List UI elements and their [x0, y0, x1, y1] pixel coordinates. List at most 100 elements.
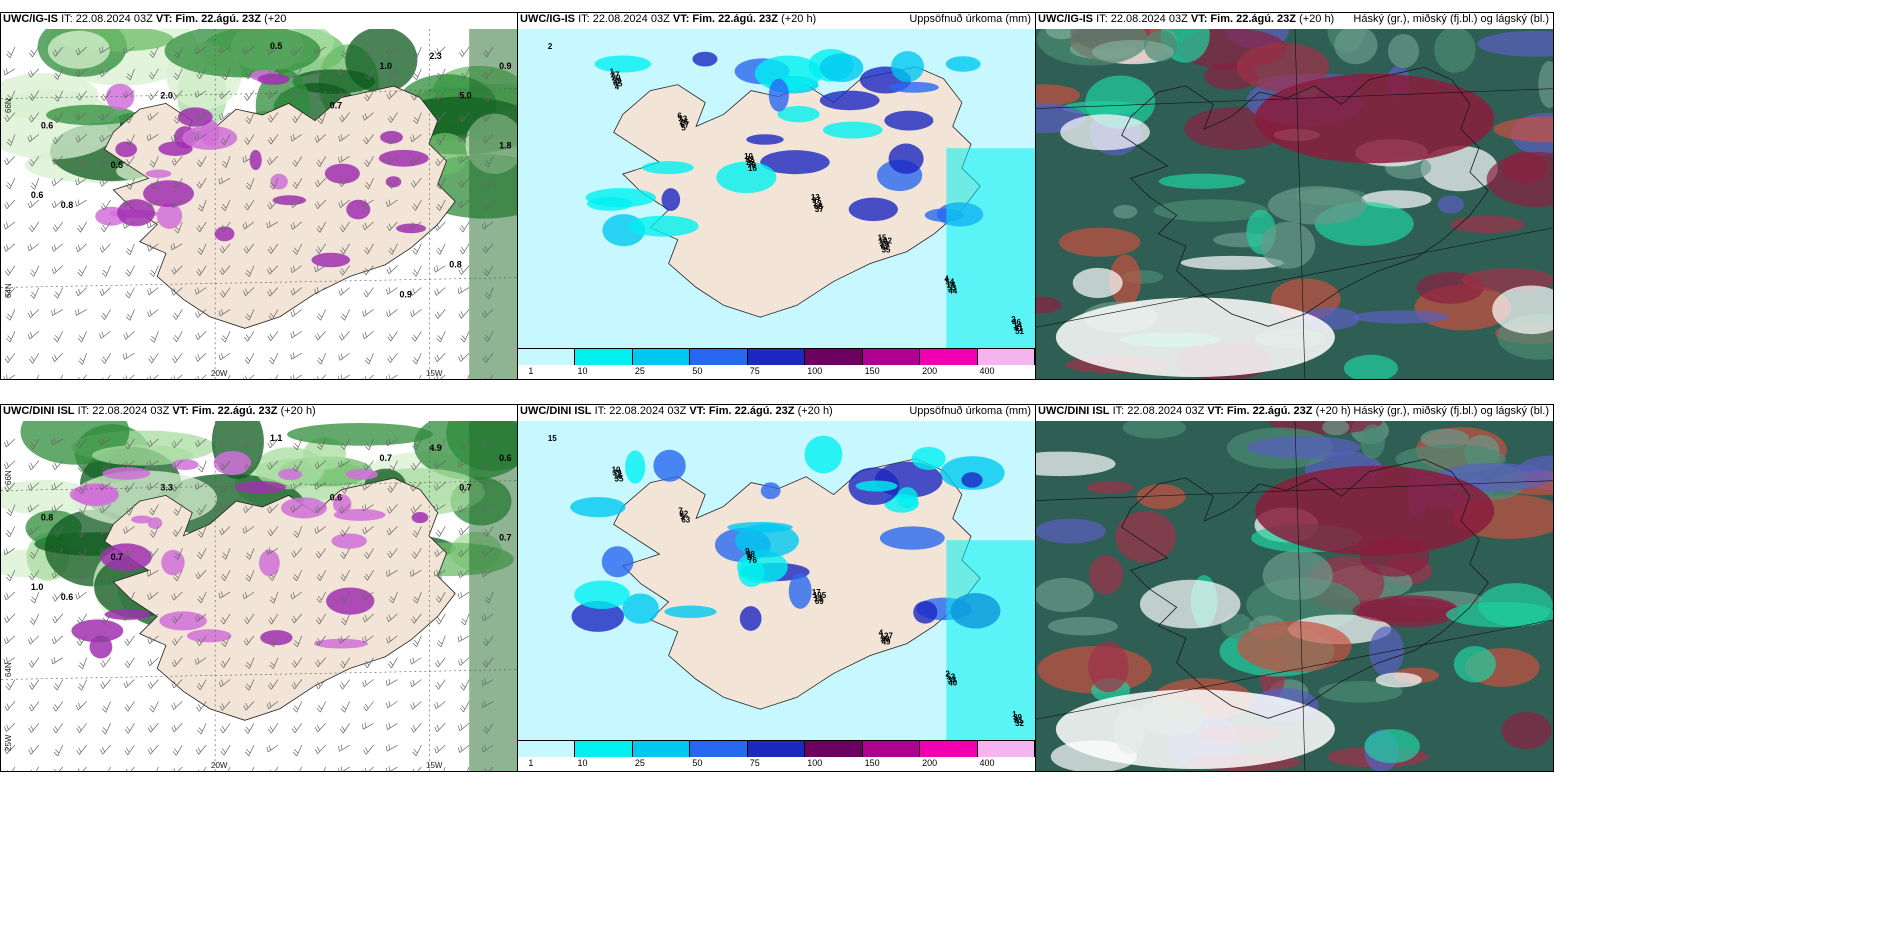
- precip-value-label: 1.1: [270, 433, 282, 443]
- rain-total-label: 13: [811, 193, 820, 202]
- legend-tick-label: 10: [577, 366, 588, 376]
- precip-value-label: 0.6: [499, 453, 511, 463]
- legend-tick-label: 1: [528, 758, 534, 768]
- rain-total-label: 32: [1015, 719, 1024, 728]
- rain-total-label: 4: [944, 274, 949, 283]
- precip-value-label: 0.6: [61, 592, 73, 602]
- legend-swatch: [747, 741, 806, 757]
- precip-value-label: 1.0: [31, 582, 43, 592]
- legend-tick-label: 25: [634, 366, 645, 376]
- legend-swatch: [518, 349, 576, 365]
- rain-total-label: 18: [946, 280, 955, 289]
- rain-total-label: 8: [747, 553, 752, 562]
- rain-total-label: 5: [680, 512, 685, 521]
- legend-tick-label: 150: [864, 758, 880, 768]
- rain-total-label: 27: [611, 71, 620, 80]
- rain-total-label: 67: [680, 120, 689, 129]
- rain-total-label: 102: [879, 237, 893, 246]
- rain-total-label: 44: [948, 286, 957, 295]
- legend-tick-label: 1: [528, 366, 534, 376]
- rain-total-label: 70: [747, 161, 756, 170]
- precip-wind-map: 0.8 0.6 3.3 1.1 0.6 0.7 4.9 0.7 0.6 0.7 1.0 0.7: [1, 421, 517, 771]
- legend-swatch: [920, 741, 978, 757]
- legend-swatch: [805, 741, 863, 757]
- precip-value-label: 5.0: [459, 91, 471, 101]
- legend-tick-label: 50: [692, 758, 703, 768]
- lon-label: 15W: [426, 761, 443, 770]
- panel-title: UWC/IG-IS IT: 22.08.2024 03Z VT: Fim. 22…: [520, 13, 817, 25]
- rain-total-label: 33: [678, 114, 687, 123]
- panel-clouds-dini: UWC/DINI ISL IT: 22.08.2024 03Z VT: Fim.…: [1035, 404, 1554, 772]
- rain-total-label: 35: [615, 475, 624, 484]
- rain-total-label: 98: [746, 550, 755, 559]
- rain-total-label: 82: [679, 509, 688, 518]
- lat-label: 66N: [4, 98, 13, 113]
- rain-total-label: 105: [813, 591, 827, 600]
- rain-total-label: 5: [681, 123, 686, 132]
- legend-tick-label: 400: [979, 758, 995, 768]
- precip-value-label: 1.8: [499, 140, 511, 150]
- legend-swatch: [632, 349, 691, 365]
- rain-total-label: 4: [879, 629, 884, 638]
- lon-label: 15W: [426, 369, 443, 378]
- rain-total-label: 92: [745, 155, 754, 164]
- rain-total-label: 20: [881, 635, 890, 644]
- precip-value-label: 1.0: [380, 61, 392, 71]
- precip-value-label: 0.8: [61, 200, 73, 210]
- cloud-cover-map: [1036, 421, 1553, 771]
- legend-swatch: [977, 349, 1035, 365]
- rain-total-label: 2: [945, 669, 950, 678]
- legend-tick-label: 25: [634, 758, 645, 768]
- rain-total-label: 26: [679, 117, 688, 126]
- legend-swatch: [862, 349, 921, 365]
- rain-total-label: 6: [677, 111, 682, 120]
- rain-total-label: 62: [881, 243, 890, 252]
- legend-swatch: [747, 349, 806, 365]
- precip-value-label: 0.7: [380, 453, 392, 463]
- rain-total-label: 39: [1013, 713, 1022, 722]
- rain-total-label: 63: [681, 515, 690, 524]
- rain-total-label: 20: [612, 74, 621, 83]
- panel-precip-wind-dini: UWC/DINI ISL IT: 22.08.2024 03Z VT: Fim.…: [0, 404, 518, 772]
- precip-value-label: 0.7: [499, 532, 511, 542]
- precip-value-label: 0.7: [111, 552, 123, 562]
- lon-label: 20W: [211, 369, 228, 378]
- rain-total-label: 1: [1012, 710, 1017, 719]
- rain-total-label: 45: [614, 80, 623, 89]
- panel-title: UWC/IG-IS IT: 22.08.2024 03Z VT: Fim. 22…: [1038, 13, 1335, 25]
- legend-swatch: [690, 741, 748, 757]
- legend-tick-label: 50: [692, 366, 703, 376]
- rain-total-label: 39: [613, 469, 622, 478]
- accum-precip-map: 2 4 5 16 37 35 44 51 45 67 70 68 62 53 41 29 26 22 13 39 18 1…: [518, 29, 1035, 349]
- legend-tick-label: 150: [864, 366, 880, 376]
- legend-swatch: [920, 349, 978, 365]
- panel-title: UWC/DINI ISL IT: 22.08.2024 03Z VT: Fim.…: [1038, 405, 1351, 417]
- rain-total-label: 127: [880, 632, 894, 641]
- rain-total-label: 16: [748, 164, 757, 173]
- rain-total-label: 14: [1013, 321, 1022, 330]
- legend-tick-label: 100: [807, 758, 823, 768]
- legend-swatch: [977, 741, 1035, 757]
- rain-total-label: 81: [1014, 716, 1023, 725]
- panel-title: UWC/IG-IS IT: 22.08.2024 03Z VT: Fim. 22…: [3, 13, 287, 25]
- rain-total-label: 4: [615, 83, 620, 92]
- panel-subtitle: Háský (gr.), miðský (fj.bl.) og lágský (…: [1353, 13, 1549, 25]
- precip-value-label: 0.6: [31, 190, 43, 200]
- rain-total-label: 53: [947, 283, 956, 292]
- rain-total-label: 10: [612, 466, 621, 475]
- precip-value-label: 4.9: [429, 443, 441, 453]
- legend-swatch: [690, 349, 748, 365]
- precip-value-label: 0.5: [270, 41, 282, 51]
- rain-total-label: 40: [948, 678, 957, 687]
- lat-label: 64N: [4, 283, 13, 298]
- rain-total-label: 37: [815, 205, 824, 214]
- precip-value-label: 0.8: [41, 512, 53, 522]
- legend-swatch: [805, 349, 863, 365]
- panel-title: UWC/DINI ISL IT: 22.08.2024 03Z VT: Fim.…: [520, 405, 833, 417]
- rain-total-label: 15: [878, 234, 887, 243]
- legend-tick-label: 100: [807, 366, 823, 376]
- legend-tick-label: 75: [749, 366, 760, 376]
- lon-label: 25W: [4, 734, 13, 751]
- precip-value-label: 0.8: [449, 260, 461, 270]
- legend-tick-label: 200: [922, 366, 938, 376]
